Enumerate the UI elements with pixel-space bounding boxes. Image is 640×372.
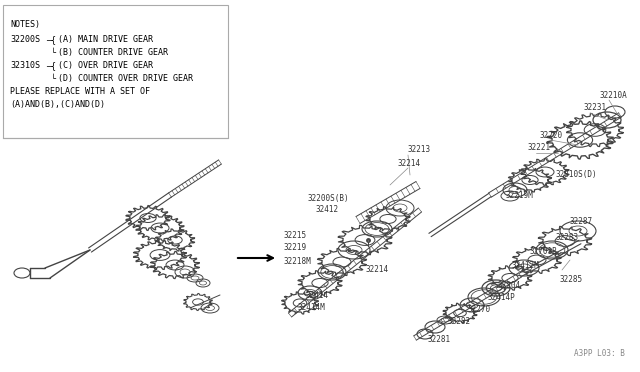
- Bar: [3, 5, 228, 138]
- Text: ─{: ─{: [46, 35, 56, 44]
- Text: 32219M: 32219M: [505, 190, 532, 199]
- Text: └: └: [46, 48, 56, 57]
- Text: 32282: 32282: [447, 317, 470, 327]
- Text: (A) MAIN DRIVE GEAR: (A) MAIN DRIVE GEAR: [58, 35, 153, 44]
- Text: (C) OVER DRIVE GEAR: (C) OVER DRIVE GEAR: [58, 61, 153, 70]
- Text: 32219: 32219: [283, 244, 306, 253]
- Text: └: └: [46, 74, 56, 83]
- Text: (D) COUNTER OVER DRIVE GEAR: (D) COUNTER OVER DRIVE GEAR: [58, 74, 193, 83]
- Text: 32215: 32215: [283, 231, 306, 240]
- Text: 32285: 32285: [560, 276, 583, 285]
- Text: 32310S(D): 32310S(D): [555, 170, 596, 180]
- Text: ─{: ─{: [46, 61, 56, 70]
- Text: 32218M: 32218M: [283, 257, 311, 266]
- Text: 32204: 32204: [498, 280, 521, 289]
- Text: 32221: 32221: [527, 144, 550, 153]
- Text: 32412: 32412: [315, 205, 338, 215]
- Text: 32310S: 32310S: [10, 61, 40, 70]
- Text: 32281: 32281: [428, 336, 451, 344]
- Text: (A)AND(B),(C)AND(D): (A)AND(B),(C)AND(D): [10, 100, 105, 109]
- Text: 32287: 32287: [570, 218, 593, 227]
- Text: 32210A: 32210A: [600, 90, 628, 99]
- Text: 32412M: 32412M: [512, 260, 540, 269]
- Text: 32214: 32214: [398, 158, 421, 167]
- Text: 32414: 32414: [305, 291, 328, 299]
- Text: NOTES): NOTES): [10, 20, 40, 29]
- Text: 32200S(B): 32200S(B): [308, 193, 349, 202]
- Text: 32214: 32214: [365, 266, 388, 275]
- Text: 32414P: 32414P: [488, 292, 516, 301]
- Text: (B) COUNTER DRIVE GEAR: (B) COUNTER DRIVE GEAR: [58, 48, 168, 57]
- Text: 32270: 32270: [468, 305, 491, 314]
- Text: 32414M: 32414M: [297, 304, 324, 312]
- Text: 32213: 32213: [408, 145, 431, 154]
- Text: A3PP L03: B: A3PP L03: B: [574, 349, 625, 358]
- Text: 32701B: 32701B: [530, 247, 557, 257]
- Text: PLEASE REPLACE WITH A SET OF: PLEASE REPLACE WITH A SET OF: [10, 87, 150, 96]
- Text: 32231: 32231: [584, 103, 607, 112]
- Text: 32200S: 32200S: [10, 35, 40, 44]
- Text: 32283: 32283: [555, 232, 578, 241]
- Text: 32220: 32220: [540, 131, 563, 140]
